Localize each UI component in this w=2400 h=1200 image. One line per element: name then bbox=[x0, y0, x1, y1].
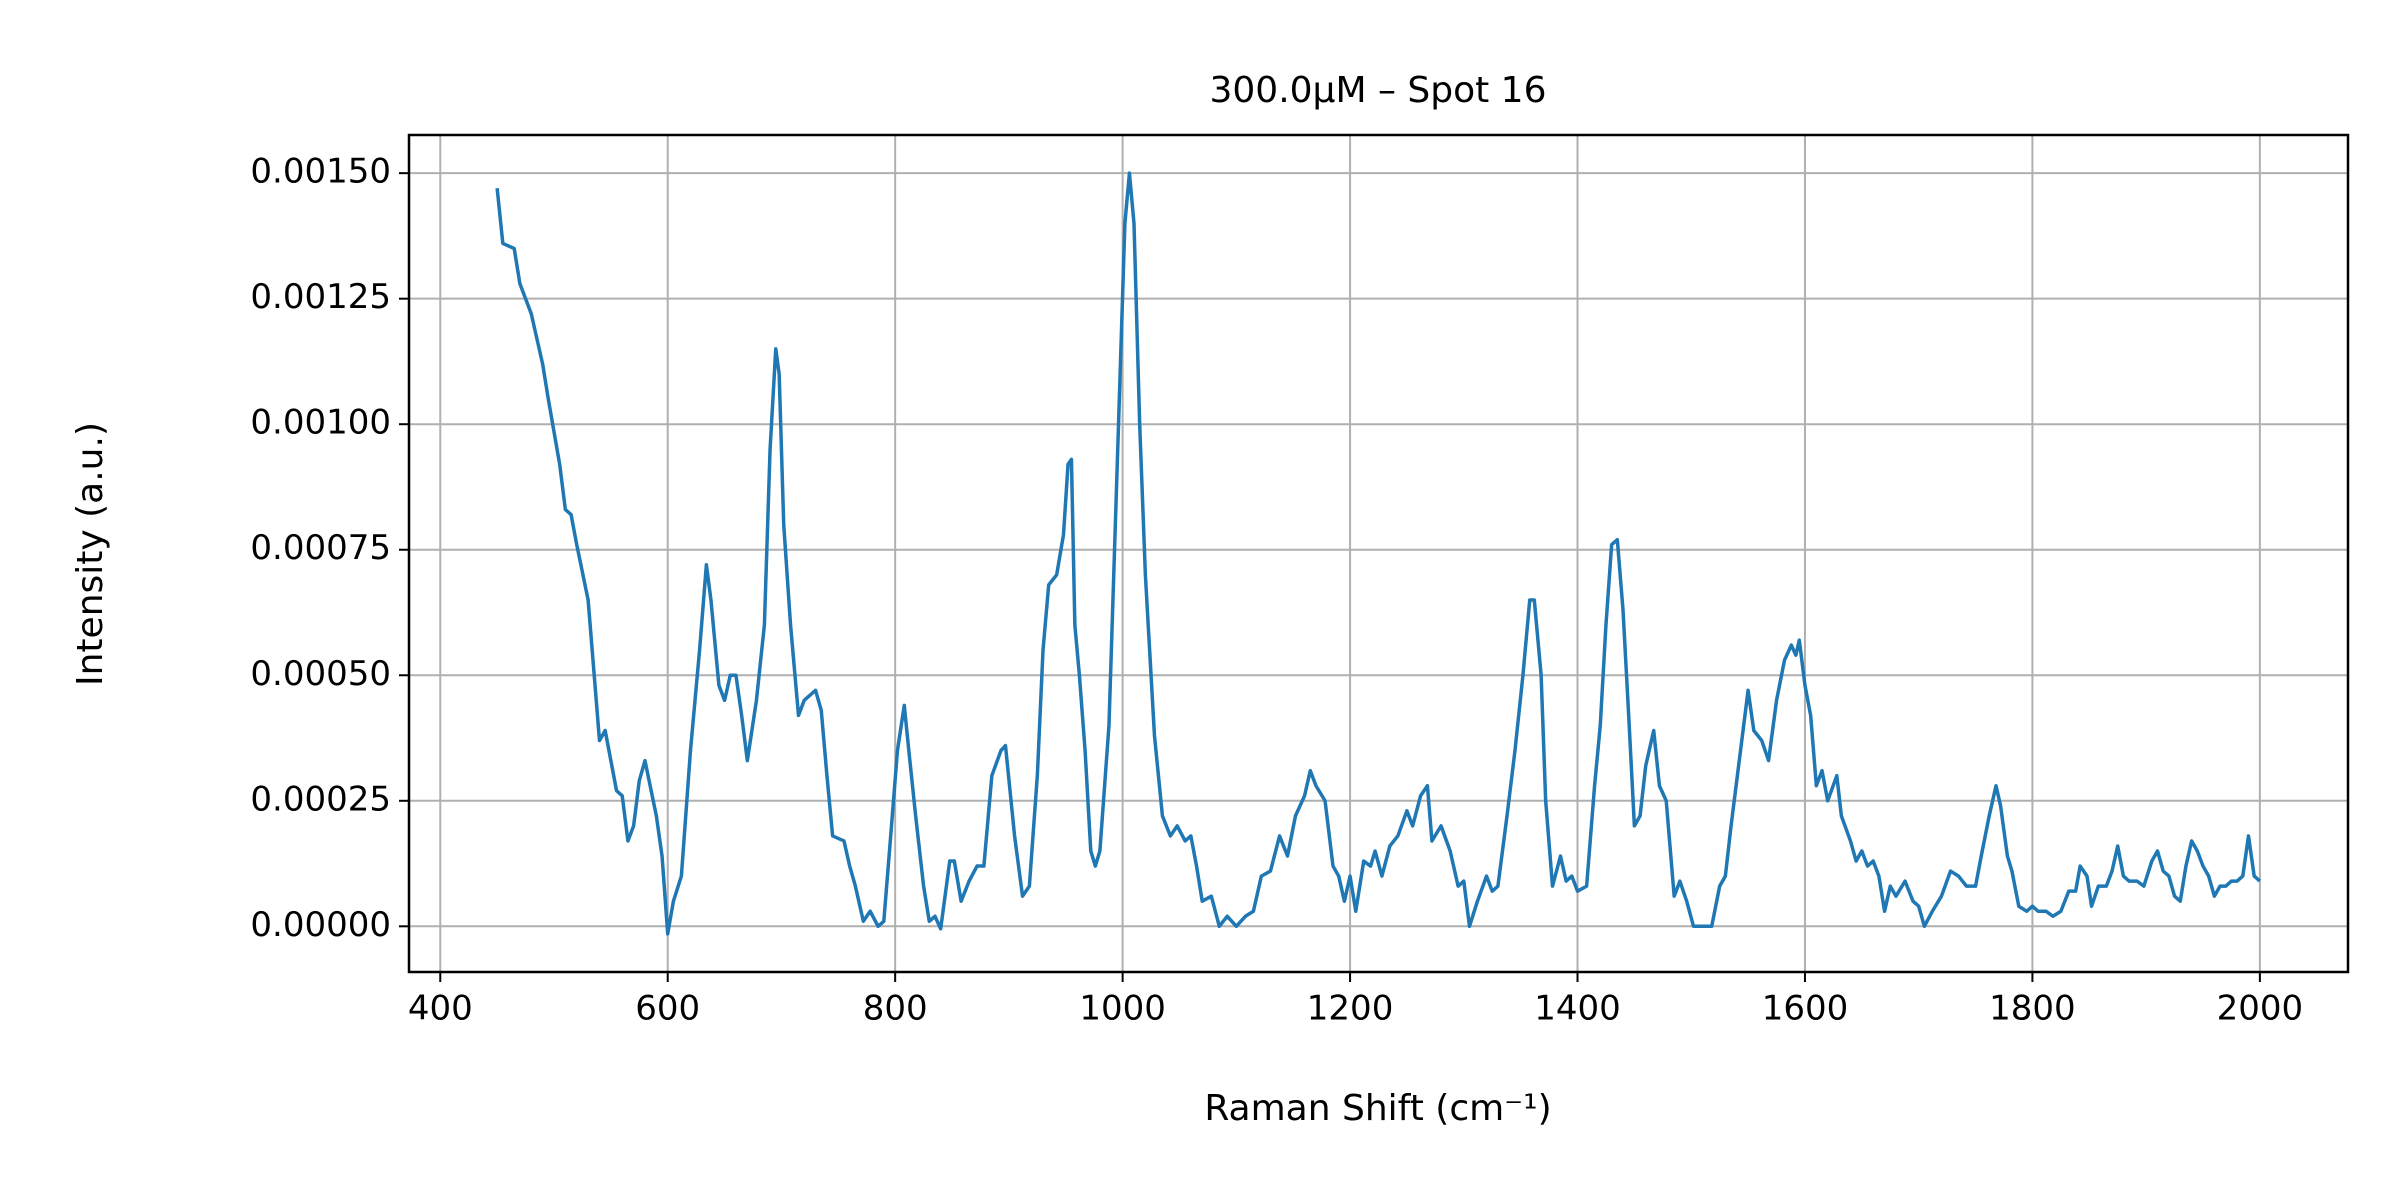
x-axis-label: Raman Shift (cm⁻¹) bbox=[1204, 1088, 1551, 1129]
y-tick-label: 0.00100 bbox=[250, 403, 391, 443]
x-tick-label: 600 bbox=[635, 989, 700, 1029]
y-tick-label: 0.00150 bbox=[250, 152, 391, 192]
y-tick-label: 0.00000 bbox=[250, 905, 391, 945]
y-tick-label: 0.00025 bbox=[250, 779, 391, 819]
x-tick-label: 2000 bbox=[2217, 989, 2304, 1029]
plot-frame bbox=[407, 133, 2350, 974]
x-tick-label: 1400 bbox=[1534, 989, 1621, 1029]
y-axis-label: Intensity (a.u.) bbox=[70, 422, 111, 686]
y-tick-label: 0.00050 bbox=[250, 654, 391, 694]
x-tick-label: 1000 bbox=[1079, 989, 1166, 1029]
y-tick-label: 0.00125 bbox=[250, 277, 391, 317]
x-tick-label: 800 bbox=[863, 989, 928, 1029]
chart-title: 300.0μM – Spot 16 bbox=[1209, 70, 1546, 111]
x-tick-label: 1600 bbox=[1762, 989, 1849, 1029]
x-tick-label: 1800 bbox=[1989, 989, 2076, 1029]
data-line bbox=[495, 171, 2262, 936]
x-tick-label: 400 bbox=[408, 989, 473, 1029]
y-tick-label: 0.00075 bbox=[250, 528, 391, 568]
x-tick-label: 1200 bbox=[1307, 989, 1394, 1029]
